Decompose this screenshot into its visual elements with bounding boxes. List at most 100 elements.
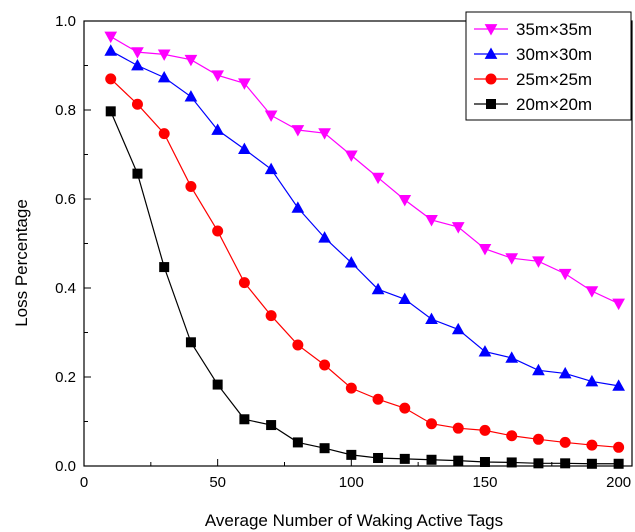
data-point [185, 181, 197, 193]
data-point [265, 310, 277, 322]
data-point [291, 125, 305, 137]
data-point [131, 58, 144, 71]
data-point [398, 292, 412, 305]
data-point [318, 231, 331, 243]
data-point [586, 439, 598, 451]
data-point [159, 262, 170, 273]
data-point [425, 312, 438, 325]
y-tick-label: 0.0 [55, 458, 76, 475]
legend: 35m×35m 30m×30m 25m×25m 20m×20m [465, 11, 632, 121]
data-point [532, 433, 544, 445]
data-point [345, 382, 357, 394]
data-point [158, 128, 170, 140]
y-tick-label: 1.0 [55, 13, 76, 30]
legend-marker [484, 47, 498, 59]
data-point [612, 379, 625, 391]
data-point [478, 345, 492, 357]
data-point [559, 436, 571, 448]
series-line [110, 111, 619, 465]
x-tick-label: 0 [80, 474, 88, 491]
data-point [399, 453, 410, 464]
data-point [105, 73, 117, 85]
legend-item: 30m×30m [474, 45, 592, 64]
data-point [533, 458, 544, 469]
x-tick-label: 100 [339, 474, 364, 491]
series-layer [104, 31, 625, 469]
y-tick-label: 0.6 [55, 191, 76, 208]
y-axis-title: Loss Percentage [12, 199, 31, 327]
data-point [612, 298, 625, 311]
data-point [453, 455, 464, 466]
data-point [319, 359, 331, 371]
data-point [264, 110, 278, 122]
data-point [371, 282, 385, 295]
data-point [399, 402, 411, 414]
data-point [426, 418, 438, 430]
data-point [479, 424, 491, 436]
x-axis-title: Average Number of Waking Active Tags [205, 511, 503, 530]
data-point [212, 379, 223, 390]
x-tick-label: 200 [606, 474, 631, 491]
data-point [211, 123, 225, 135]
data-point [157, 70, 171, 83]
data-point [344, 150, 358, 162]
data-point [425, 215, 438, 227]
data-point [185, 337, 196, 348]
data-point [292, 437, 303, 448]
data-point [532, 256, 545, 268]
data-point [211, 70, 225, 82]
legend-marker [485, 73, 497, 85]
data-point [426, 454, 437, 465]
data-point [506, 457, 517, 468]
series-1 [104, 31, 625, 311]
data-point [532, 363, 545, 376]
data-point [131, 98, 143, 110]
data-point [264, 162, 278, 175]
legend-item: 25m×25m [474, 70, 592, 89]
data-point [613, 458, 624, 469]
data-point [104, 44, 118, 56]
y-tick-label: 0.8 [55, 102, 76, 119]
y-tick-label: 0.4 [55, 280, 76, 297]
data-point [344, 256, 358, 268]
data-point [371, 172, 385, 185]
data-point [506, 430, 518, 442]
data-point [212, 225, 224, 237]
data-point [560, 458, 571, 469]
data-point [346, 449, 357, 460]
data-point [585, 374, 599, 387]
data-point [238, 142, 251, 155]
data-point [157, 49, 171, 61]
data-point [104, 31, 118, 44]
legend-marker [486, 99, 496, 109]
data-point [238, 78, 251, 90]
x-tick-label: 50 [209, 474, 226, 491]
data-point [318, 128, 331, 140]
y-tick-label: 0.2 [55, 369, 76, 386]
data-point [505, 253, 519, 265]
data-point [373, 452, 384, 463]
data-point [184, 54, 198, 67]
data-point [451, 322, 465, 335]
legend-label: 25m×25m [516, 70, 592, 89]
data-point [586, 458, 597, 469]
data-point [613, 441, 625, 453]
data-point [291, 201, 305, 213]
data-point [292, 339, 304, 351]
legend-item: 35m×35m [474, 20, 592, 39]
series-line [110, 50, 619, 387]
legend-label: 30m×30m [516, 45, 592, 64]
legend-marker [484, 24, 498, 36]
data-point [184, 90, 198, 102]
series-4 [105, 106, 624, 469]
legend-label: 20m×20m [516, 95, 592, 114]
series-line [110, 36, 619, 305]
data-point [452, 422, 464, 434]
data-point [558, 366, 572, 379]
data-point [319, 443, 330, 454]
series-2 [104, 44, 625, 391]
data-point [132, 168, 143, 179]
data-point [451, 222, 465, 234]
legend-item: 20m×20m [474, 95, 592, 114]
